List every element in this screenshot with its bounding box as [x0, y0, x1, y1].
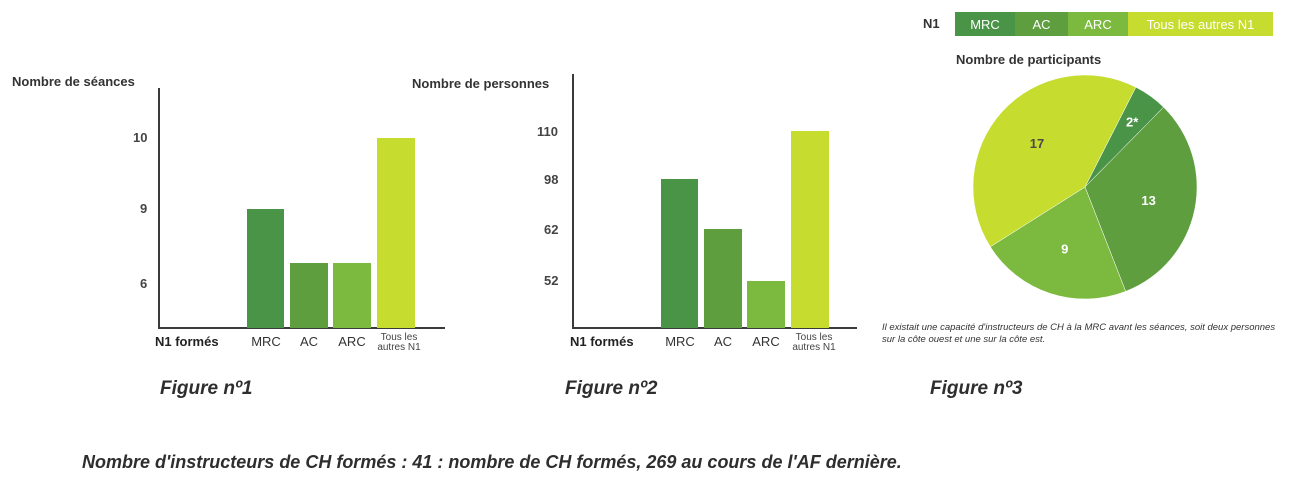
legend-title: N1	[923, 16, 940, 31]
pie-slice-label: 13	[1141, 193, 1155, 208]
fig1-x-axis	[158, 327, 445, 329]
fig2-category-label: AC	[713, 334, 733, 349]
fig1-tick-label: 9	[140, 201, 148, 216]
fig2-bar-mrc	[661, 179, 698, 328]
legend-item-arc: ARC	[1068, 12, 1128, 36]
pie-slice-arc	[989, 186, 1126, 300]
fig1-y-axis	[158, 88, 160, 328]
fig2-category-label: ARC	[752, 334, 780, 349]
fig2-category-label: MRC	[665, 334, 695, 349]
fig2-tick-label: 110	[537, 124, 558, 139]
fig2-x-axis	[572, 327, 857, 329]
fig2-y-axis	[572, 74, 574, 328]
pie-slice-label: 9	[1061, 242, 1068, 257]
legend-item-tous: Tous les autres N1	[1128, 12, 1273, 36]
fig2-tick-label: 98	[544, 172, 559, 187]
legend-item-mrc: MRC	[955, 12, 1015, 36]
pie-title: Nombre de participants	[956, 52, 1102, 67]
fig1-tick-label: 6	[140, 276, 148, 291]
fig1-category-label: Tous les autres N1	[377, 332, 421, 353]
footer-text: Nombre d'instructeurs de CH formés : 41 …	[82, 452, 902, 472]
fig2-caption: Figure nº2	[565, 378, 658, 399]
fig2-bar-ac	[704, 229, 742, 328]
fig1-x-axis-label: N1 formés	[155, 334, 219, 349]
pie-slice-label: 17	[1030, 136, 1044, 151]
fig1-bar-mrc	[247, 209, 284, 328]
pie-note: Il existait une capacité d'instructeurs …	[882, 322, 1276, 345]
fig1-y-axis-label: Nombre de séances	[12, 74, 135, 89]
fig1-caption: Figure nº1	[160, 378, 253, 399]
fig2-x-axis-label: N1 formés	[570, 334, 634, 349]
fig1-bar-arc	[333, 262, 371, 328]
fig1-category-label: MRC	[251, 334, 281, 349]
fig1-category-label: AC	[299, 334, 319, 349]
fig1-bar-ac	[290, 262, 328, 328]
pie-slice-label: 2*	[1126, 115, 1139, 130]
fig2-bar-arc	[747, 281, 785, 328]
fig2-tick-label: 62	[544, 222, 559, 237]
fig2-bar-tous	[791, 131, 829, 328]
fig2-category-label: Tous les autres N1	[792, 332, 836, 353]
legend-item-ac: AC	[1015, 12, 1068, 36]
fig2-tick-label: 52	[544, 273, 559, 288]
fig1-tick-label: 10	[133, 130, 148, 145]
pie-chart: 2* 13 9 17	[972, 74, 1198, 300]
fig1-bar-tous	[377, 138, 415, 328]
fig1-category-label: ARC	[338, 334, 366, 349]
fig3-caption: Figure nº3	[930, 378, 1023, 399]
pie-slice-ac	[1084, 106, 1198, 292]
fig2-y-axis-label: Nombre de personnes	[412, 76, 550, 91]
pie-slice-tous	[972, 74, 1137, 248]
